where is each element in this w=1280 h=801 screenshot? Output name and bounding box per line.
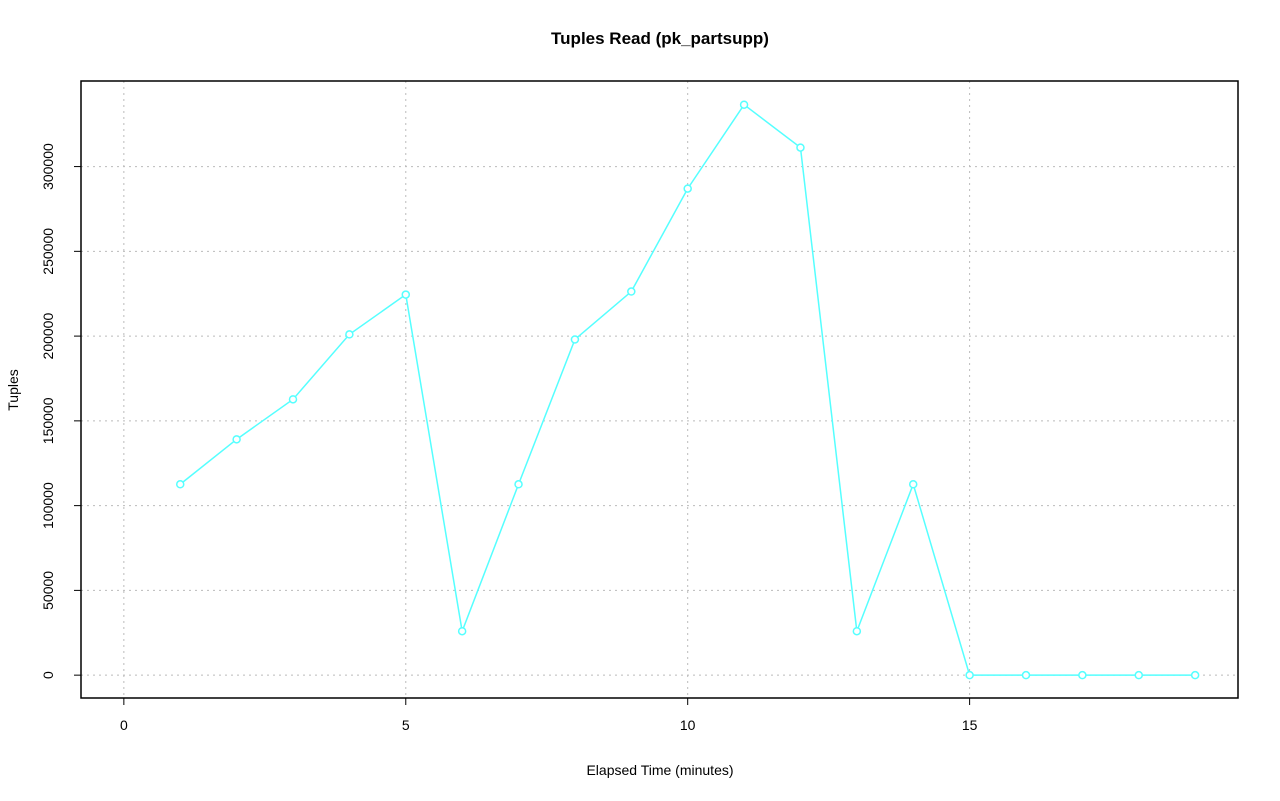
point (232, 435, 241, 444)
y-tick-label: 250000 (40, 228, 56, 275)
point (852, 626, 862, 636)
point (908, 480, 918, 489)
point (570, 335, 580, 344)
x-axis-label: Elapsed Time (minutes) (586, 762, 733, 778)
x-tick-label: 0 (120, 717, 128, 733)
point (288, 395, 298, 404)
point (457, 626, 467, 636)
x-tick-label: 15 (962, 717, 978, 733)
plot-frame (80, 80, 1239, 699)
point (683, 184, 692, 193)
point (514, 480, 523, 489)
y-axis-label: Tuples (5, 369, 21, 411)
point (796, 143, 805, 152)
y-tick-label: 200000 (40, 313, 56, 360)
point (345, 330, 354, 339)
y-tick-label: 0 (40, 671, 56, 679)
chart-title: Tuples Read (pk_partsupp) (551, 29, 769, 48)
point (1021, 670, 1031, 680)
point (175, 480, 185, 489)
point (965, 670, 974, 680)
x-tick-label: 10 (680, 717, 696, 733)
y-tick-label: 50000 (40, 571, 56, 610)
point (401, 290, 411, 299)
y-tick-label: 300000 (40, 143, 56, 190)
point (1134, 670, 1144, 680)
y-tick-label: 150000 (40, 397, 56, 444)
point (1078, 670, 1087, 680)
x-tick-label: 5 (402, 717, 410, 733)
y-tick-label: 100000 (40, 482, 56, 529)
point (1190, 670, 1200, 680)
point (627, 287, 636, 296)
point (739, 100, 749, 109)
